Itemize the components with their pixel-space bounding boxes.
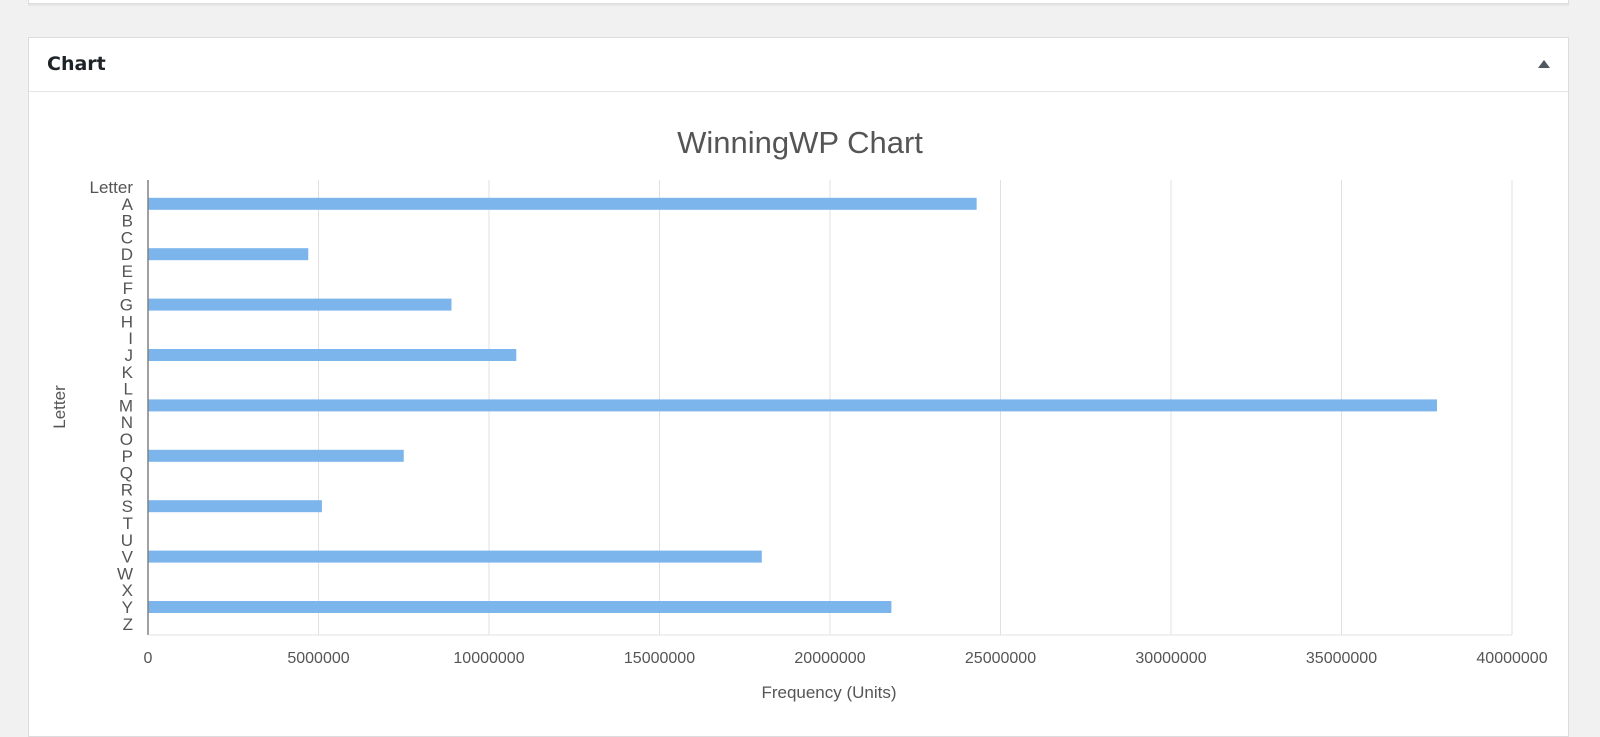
y-tick-label: E: [122, 262, 133, 281]
y-tick-label: M: [119, 396, 133, 415]
y-tick-label: R: [121, 480, 133, 499]
x-tick-label: 10000000: [453, 650, 524, 667]
y-tick-label: I: [128, 329, 133, 348]
collapse-toggle-button[interactable]: [1534, 54, 1554, 74]
bar: [148, 550, 762, 563]
y-tick-label: S: [122, 497, 133, 516]
bar-chart: WinningWP Chart LetterABCDEFGHIJKLMNOPQR…: [50, 125, 1548, 702]
y-tick-label: Z: [123, 615, 133, 634]
bar: [148, 248, 309, 261]
y-tick-label: L: [124, 380, 133, 399]
y-tick-label: C: [121, 228, 133, 247]
y-tick-label: N: [121, 413, 133, 432]
y-tick-label: G: [120, 296, 133, 315]
previous-metabox-shadow: [28, 4, 1569, 6]
y-tick-label: Y: [122, 598, 133, 617]
y-tick-label: X: [122, 581, 133, 600]
bar: [148, 197, 977, 210]
bar: [148, 298, 452, 311]
y-tick-label: O: [120, 430, 133, 449]
x-tick-label: 20000000: [794, 650, 865, 667]
x-tick-label: 0: [144, 650, 153, 667]
bar: [148, 500, 322, 513]
x-tick-label: 30000000: [1135, 650, 1206, 667]
chart-title: WinningWP Chart: [677, 125, 923, 160]
y-tick-label: T: [123, 514, 133, 533]
y-tick-label: D: [121, 245, 133, 264]
bar: [148, 349, 517, 361]
x-tick-label: 35000000: [1306, 650, 1377, 667]
bar: [148, 449, 404, 462]
value-tick-labels: 0 5000000 10000000 15000000 20000000 25000000…: [144, 650, 1548, 667]
bar: [148, 399, 1437, 412]
y-tick-label: A: [122, 195, 134, 214]
chart-metabox: Chart: [28, 37, 1569, 737]
triangle-up-icon: [1538, 60, 1550, 68]
y-tick-label: Q: [120, 464, 133, 483]
y-tick-label: B: [122, 212, 133, 231]
x-tick-label: 25000000: [965, 650, 1036, 667]
y-axis-title: Letter: [50, 385, 69, 429]
previous-metabox-bottom: [28, 0, 1569, 4]
y-tick-label: K: [122, 363, 134, 382]
chart-bars: [148, 197, 1437, 613]
y-tick-label: F: [123, 279, 133, 298]
x-axis-title: Frequency (Units): [761, 683, 896, 702]
y-tick-label: V: [122, 548, 134, 567]
bar: [148, 601, 892, 613]
y-tick-label: P: [122, 447, 133, 466]
chart-axes: [147, 180, 1512, 636]
metabox-header[interactable]: Chart: [29, 38, 1568, 92]
y-tick-label: Letter: [90, 178, 134, 197]
x-tick-label: 40000000: [1476, 650, 1547, 667]
y-tick-label: U: [121, 531, 133, 550]
y-tick-label: W: [117, 564, 133, 583]
y-tick-label: J: [125, 346, 134, 365]
y-tick-label: H: [121, 312, 133, 331]
x-tick-label: 5000000: [287, 650, 349, 667]
metabox-title: Chart: [47, 53, 106, 75]
x-tick-label: 15000000: [624, 650, 695, 667]
